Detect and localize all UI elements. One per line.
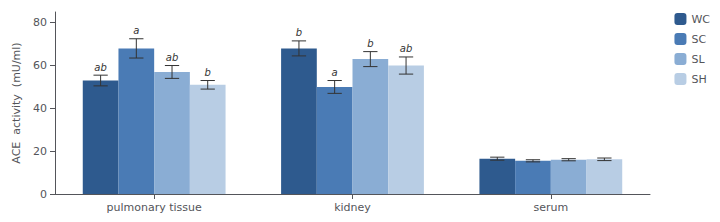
svg-text:b: b (367, 38, 373, 49)
svg-text:pulmonary tissue: pulmonary tissue (107, 201, 202, 214)
svg-text:60: 60 (33, 59, 47, 72)
svg-text:ab: ab (166, 52, 178, 63)
svg-text:SC: SC (691, 33, 706, 46)
svg-text:kidney: kidney (334, 201, 371, 214)
svg-text:a: a (133, 25, 139, 36)
svg-text:40: 40 (33, 102, 47, 115)
svg-text:serum: serum (533, 201, 568, 214)
svg-text:80: 80 (33, 16, 47, 29)
svg-text:0: 0 (40, 188, 47, 201)
svg-text:ACE activity (mU/ml): ACE activity (mU/ml) (10, 42, 23, 163)
svg-text:ab: ab (94, 62, 106, 73)
svg-text:WC: WC (691, 13, 710, 26)
svg-text:b: b (296, 27, 302, 38)
svg-text:a: a (332, 67, 338, 78)
svg-text:SH: SH (691, 73, 706, 86)
svg-text:20: 20 (33, 145, 47, 158)
svg-text:SL: SL (691, 53, 705, 66)
svg-text:ab: ab (400, 43, 412, 54)
svg-text:b: b (205, 67, 211, 78)
